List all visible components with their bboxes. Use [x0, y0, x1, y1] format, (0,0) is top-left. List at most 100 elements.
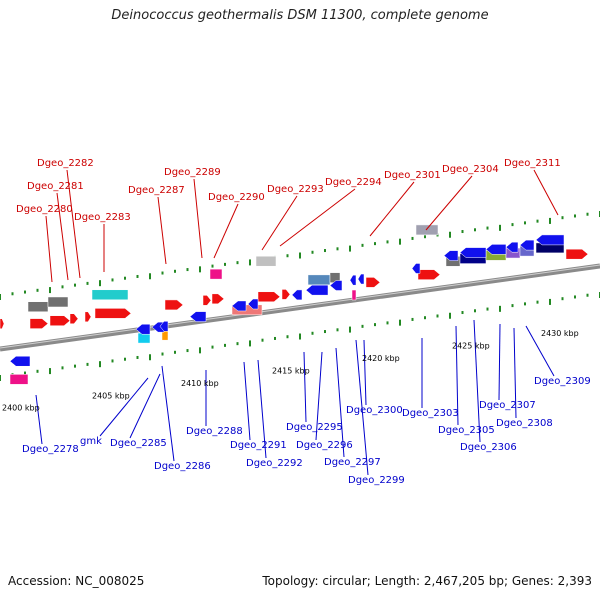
tick-row-bottom [0, 292, 600, 381]
forward-gene-arrow [94, 308, 132, 319]
reverse-gene-arrow [357, 273, 365, 285]
leader-line [315, 351, 323, 441]
leader-line [363, 339, 367, 406]
reverse-gene-arrow [305, 284, 329, 296]
leader-line [369, 181, 415, 237]
forward-gene-arrow [565, 248, 589, 260]
gene-label-dgeo_2297: Dgeo_2297 [324, 457, 381, 468]
forward-gene-arrow [164, 299, 184, 311]
accession-text: Accession: NC_008025 [8, 574, 145, 588]
reverse-gene-arrow [329, 280, 343, 291]
gene-label-dgeo_2304: Dgeo_2304 [442, 164, 499, 175]
gene-label-dgeo_2282: Dgeo_2282 [37, 158, 94, 169]
reverse-gene-arrow [189, 311, 207, 322]
gene-label-dgeo_2281: Dgeo_2281 [27, 181, 84, 192]
leader-line [525, 325, 555, 377]
leader-line [513, 327, 517, 419]
leader-line [473, 319, 481, 443]
leader-line [193, 178, 203, 259]
gene-label-dgeo_2308: Dgeo_2308 [496, 418, 553, 429]
gene-label-dgeo_2301: Dgeo_2301 [384, 170, 441, 181]
gene-label-dgeo_2287: Dgeo_2287 [128, 185, 185, 196]
gene-label-dgeo_2294: Dgeo_2294 [325, 177, 382, 188]
reverse-gene-arrow [485, 244, 507, 255]
feature-layer [0, 224, 589, 385]
reverse-gene-arrow [459, 247, 487, 258]
feature-block [255, 255, 277, 267]
gene-label-dgeo_2278: Dgeo_2278 [22, 444, 79, 455]
gene-label-dgeo_2291: Dgeo_2291 [230, 440, 287, 451]
leader-line [213, 203, 239, 259]
leader-line [66, 169, 81, 279]
gene-label-dgeo_2290: Dgeo_2290 [208, 192, 265, 203]
forward-gene-arrow [0, 318, 5, 329]
feature-block [27, 301, 49, 312]
forward-gene-arrow [202, 295, 212, 306]
genome-backbone-highlight [0, 264, 600, 349]
forward-gene-arrow [69, 313, 79, 325]
gene-label-dgeo_2283: Dgeo_2283 [74, 212, 131, 223]
kbp-label: 2410 kbp [181, 379, 219, 388]
reverse-gene-arrow [519, 239, 535, 251]
forward-gene-arrow [365, 277, 381, 288]
leader-line [455, 325, 459, 426]
gene-label-dgeo_2285: Dgeo_2285 [110, 438, 167, 449]
feature-block [91, 289, 129, 301]
kbp-label: 2400 kbp [2, 404, 40, 413]
gene-labels: 2400 kbp 2405 kbp 2410 kbp 2415 kbp 2420 kbp… [2, 158, 591, 486]
gene-label-dgeo_2299: Dgeo_2299 [348, 475, 405, 486]
map-title: Deinococcus geothermalis DSM 11300, comp… [111, 8, 489, 23]
forward-gene-arrow [84, 311, 92, 323]
gene-label-gmk: gmk [80, 436, 102, 447]
feature-block [415, 224, 439, 236]
forward-gene-arrow [281, 289, 291, 300]
gene-label-dgeo_2309: Dgeo_2309 [534, 376, 591, 387]
label-leaders [35, 169, 559, 476]
kbp-label: 2420 kbp [362, 354, 400, 363]
feature-block [209, 268, 223, 280]
gene-label-dgeo_2306: Dgeo_2306 [460, 442, 517, 453]
gene-label-dgeo_2288: Dgeo_2288 [186, 426, 243, 437]
genome-backbone [0, 263, 600, 352]
gene-label-dgeo_2286: Dgeo_2286 [154, 461, 211, 472]
genome-summary-text: Topology: circular; Length: 2,467,205 bp… [262, 574, 592, 588]
gene-label-dgeo_2307: Dgeo_2307 [479, 400, 536, 411]
reverse-gene-arrow [291, 289, 303, 301]
gene-label-dgeo_2305: Dgeo_2305 [438, 425, 495, 436]
leader-line [279, 188, 356, 247]
forward-gene-arrow [257, 291, 281, 303]
feature-block [9, 374, 29, 385]
kbp-label: 2425 kbp [452, 341, 490, 350]
gene-label-dgeo_2303: Dgeo_2303 [402, 408, 459, 419]
reverse-gene-arrow [349, 274, 357, 286]
reverse-gene-arrow [159, 321, 169, 332]
reverse-gene-arrow [535, 234, 565, 246]
leader-line [533, 169, 559, 216]
forward-gene-arrow [211, 293, 225, 305]
leader-line [261, 195, 298, 251]
leader-line [56, 192, 69, 281]
feature-block [47, 296, 69, 308]
reverse-gene-arrow [505, 241, 519, 253]
reverse-gene-arrow [151, 321, 165, 333]
reverse-gene-arrow [9, 355, 31, 367]
kbp-label: 2430 kbp [541, 329, 579, 338]
leader-line [355, 339, 369, 476]
forward-gene-arrow [49, 315, 71, 326]
leader-line [257, 359, 267, 459]
gene-label-dgeo_2296: Dgeo_2296 [296, 440, 353, 451]
gene-label-dgeo_2300: Dgeo_2300 [346, 405, 403, 416]
leader-line [45, 215, 53, 283]
leader-line [243, 361, 251, 441]
feature-block [137, 332, 151, 344]
gene-label-dgeo_2311: Dgeo_2311 [504, 158, 561, 169]
leader-line [303, 351, 307, 423]
kbp-label: 2405 kbp [92, 391, 130, 400]
feature-block [307, 274, 331, 286]
gene-label-dgeo_2289: Dgeo_2289 [164, 167, 221, 178]
leader-line [129, 373, 161, 439]
gene-label-dgeo_2293: Dgeo_2293 [267, 184, 324, 195]
leader-line [161, 365, 175, 462]
reverse-gene-arrow [135, 323, 151, 335]
